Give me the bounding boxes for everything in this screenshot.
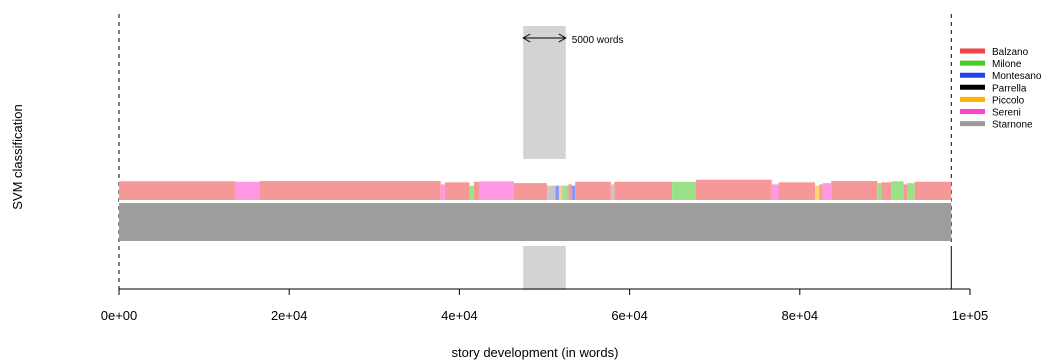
top-segment-montesano xyxy=(555,185,559,200)
x-axis-label: story development (in words) xyxy=(452,345,619,360)
top-segment-balzano xyxy=(614,181,673,200)
top-segment-balzano xyxy=(778,182,816,200)
top-segment-piccolo xyxy=(815,185,820,200)
top-segment-sereni xyxy=(479,181,514,200)
window-band-top xyxy=(523,26,566,159)
top-segment-milone xyxy=(469,185,474,200)
window-arrow-right-head xyxy=(558,33,567,43)
top-segment-balzano xyxy=(513,183,548,200)
top-segment-balzano xyxy=(903,184,908,200)
x-tick-label: 0e+00 xyxy=(101,308,138,323)
top-segment-balzano xyxy=(881,182,892,200)
top-segment-milone xyxy=(564,185,569,200)
window-label: 5000 words xyxy=(572,35,624,46)
top-segment-milone xyxy=(891,181,904,200)
top-segment-milone xyxy=(907,183,915,200)
legend-label-milone: Milone xyxy=(992,59,1022,70)
top-segment-balzano xyxy=(819,184,823,200)
top-segment-milone xyxy=(877,183,882,200)
top-segment-balzano xyxy=(473,181,480,200)
legend-label-sereni: Sereni xyxy=(992,108,1021,119)
top-segment-balzano xyxy=(119,181,236,200)
top-segment-starnone xyxy=(610,184,615,200)
legend-label-starnone: Starnone xyxy=(992,120,1033,131)
legend-label-montesano: Montesano xyxy=(992,71,1042,82)
top-segment-balzano xyxy=(259,181,441,200)
top-segment-piccolo xyxy=(558,185,562,200)
x-tick-label: 8e+04 xyxy=(782,308,819,323)
top-segment-montesano xyxy=(571,185,576,200)
top-segment-milone xyxy=(672,181,696,200)
top-segment-sereni xyxy=(440,184,445,200)
top-segment-balzano xyxy=(914,181,952,200)
window-band-layer: 5000 words xyxy=(522,26,624,290)
x-tick-label: 2e+04 xyxy=(271,308,308,323)
legend-label-piccolo: Piccolo xyxy=(992,95,1025,106)
x-tick-label: 1e+05 xyxy=(952,308,989,323)
top-segment-sereni xyxy=(771,184,779,200)
top-segment-balzano xyxy=(695,179,772,200)
top-segment-sereni xyxy=(235,181,260,200)
top-segment-balzano xyxy=(575,181,611,200)
legend-label-parrella: Parrella xyxy=(992,83,1027,94)
x-axis: 0e+00 2e+04 4e+04 6e+04 8e+04 1e+05 xyxy=(101,288,989,323)
legend-label-balzano: Balzano xyxy=(992,47,1029,58)
bottom-band-starnone xyxy=(119,203,952,241)
top-segment-starnone xyxy=(547,185,556,200)
top-segment-balzano xyxy=(444,182,470,200)
x-tick-label: 4e+04 xyxy=(441,308,478,323)
window-arrow-left-head xyxy=(522,33,531,43)
window-band-bottom xyxy=(523,246,566,290)
text-boundary-markers xyxy=(118,14,952,289)
top-segment-sereni xyxy=(822,183,832,200)
x-tick-label: 6e+04 xyxy=(611,308,648,323)
classification-bars xyxy=(119,179,952,241)
top-segment-starnone xyxy=(561,185,565,200)
top-segment-balzano xyxy=(831,181,878,200)
y-axis-label: SVM classification xyxy=(10,104,25,209)
top-segment-balzano xyxy=(568,184,572,200)
